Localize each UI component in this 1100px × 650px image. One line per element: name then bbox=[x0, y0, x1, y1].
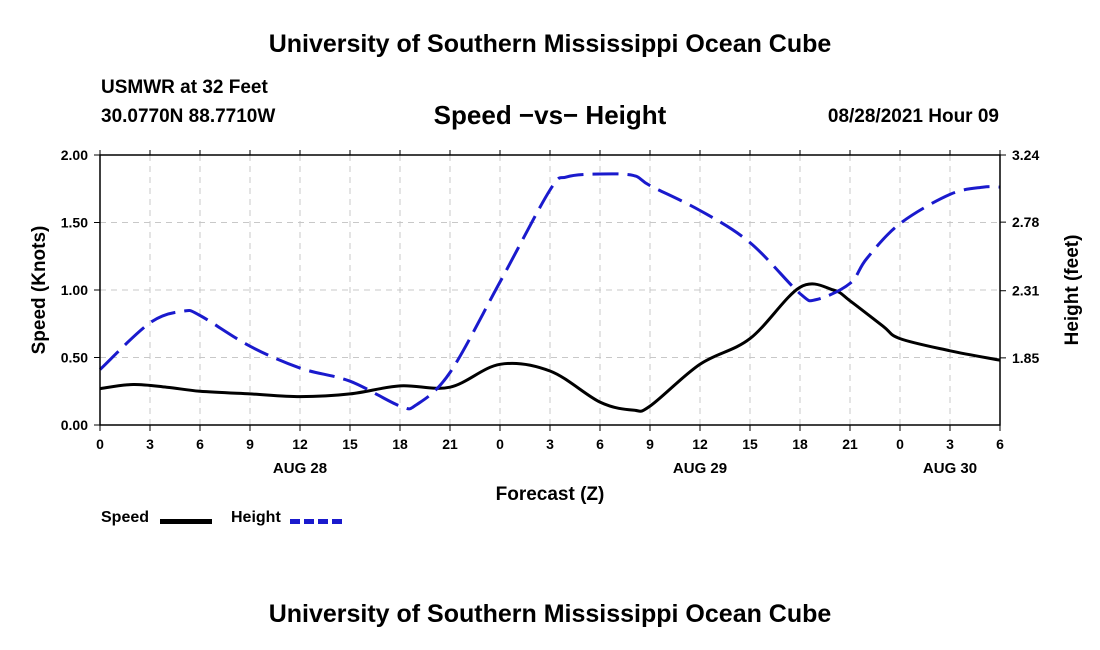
x-tick-label: 6 bbox=[196, 436, 204, 452]
forecast-datetime: 08/28/2021 Hour 09 bbox=[827, 106, 999, 127]
date-label: AUG 28 bbox=[273, 460, 327, 477]
series-line-speed bbox=[99, 282, 1001, 413]
x-tick-label: 0 bbox=[96, 436, 104, 452]
x-tick-label: 15 bbox=[742, 436, 758, 452]
x-tick-label: 21 bbox=[842, 436, 858, 452]
x-tick-label: 18 bbox=[792, 436, 808, 452]
coordinates-label: 30.0770N 88.7710W bbox=[101, 106, 276, 127]
y2-tick-label: 3.24 bbox=[1012, 147, 1039, 163]
x-tick-label: 6 bbox=[596, 436, 604, 452]
y-tick-label: 0.50 bbox=[61, 350, 88, 366]
legend-speed-swatch bbox=[160, 519, 212, 524]
y-tick-label: 2.00 bbox=[61, 147, 88, 163]
legend-height-label: Height bbox=[231, 509, 281, 526]
series-line-height bbox=[98, 172, 1001, 411]
y2-tick-label: 2.31 bbox=[1012, 283, 1039, 299]
date-label: AUG 29 bbox=[673, 460, 727, 477]
axes-layer: 0 3 6 9 12 15 18 21 0 3 6 9 12 15 18 21 0 3 6 0.00 0.50 1.00 1… bbox=[61, 147, 1040, 477]
y-tick-label: 1.00 bbox=[61, 282, 88, 298]
plot-title: Speed −vs− Height bbox=[433, 100, 667, 130]
y2-tick-label: 1.85 bbox=[1012, 350, 1039, 366]
y-axis-label: Speed (Knots) bbox=[29, 226, 50, 355]
legend-height-swatch bbox=[290, 519, 342, 524]
grid-lines bbox=[100, 155, 1000, 425]
page-title: University of Southern Mississippi Ocean… bbox=[268, 30, 832, 58]
date-label: AUG 30 bbox=[923, 460, 977, 477]
footer-title: University of Southern Mississippi Ocean… bbox=[268, 600, 832, 628]
x-tick-label: 6 bbox=[996, 436, 1004, 452]
y2-tick-label: 2.78 bbox=[1012, 214, 1039, 230]
x-tick-label: 18 bbox=[392, 436, 408, 452]
x-tick-label: 21 bbox=[442, 436, 458, 452]
x-tick-label: 12 bbox=[292, 436, 308, 452]
x-tick-label: 12 bbox=[692, 436, 708, 452]
series-layer bbox=[98, 172, 1001, 413]
x-tick-label: 9 bbox=[246, 436, 254, 452]
legend-speed-label: Speed bbox=[101, 509, 150, 526]
y-tick-label: 1.50 bbox=[61, 215, 88, 231]
y-tick-label: 0.00 bbox=[61, 417, 88, 433]
x-tick-label: 9 bbox=[646, 436, 654, 452]
x-tick-label: 0 bbox=[496, 436, 504, 452]
x-tick-label: 3 bbox=[946, 436, 954, 452]
x-axis-label: Forecast (Z) bbox=[496, 484, 605, 505]
y2-axis-label: Height (feet) bbox=[1062, 235, 1083, 346]
x-tick-label: 0 bbox=[896, 436, 904, 452]
station-label: USMWR at 32 Feet bbox=[101, 77, 268, 98]
x-tick-label: 3 bbox=[146, 436, 154, 452]
x-tick-label: 3 bbox=[546, 436, 554, 452]
x-tick-label: 15 bbox=[342, 436, 358, 452]
